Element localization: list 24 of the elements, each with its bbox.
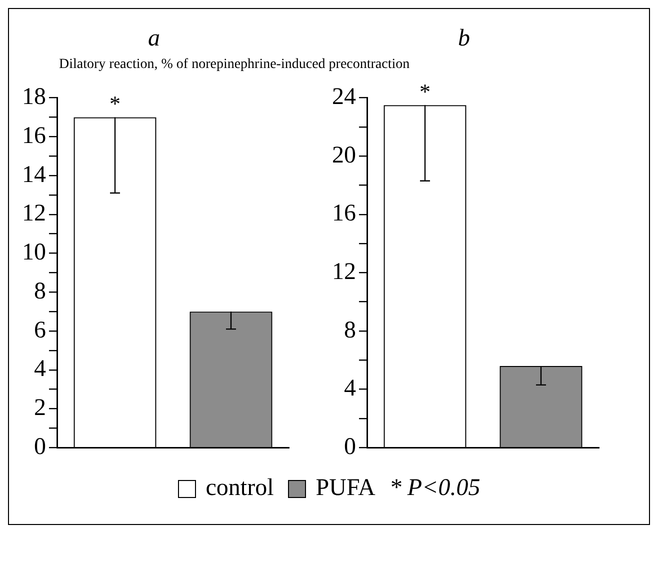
chart-title: b bbox=[458, 26, 470, 52]
y-tick-label: 4 bbox=[344, 376, 356, 402]
y-tick-label: 16 bbox=[332, 200, 356, 227]
y-tick-label: 2 bbox=[34, 395, 46, 422]
y-tick-label: 18 bbox=[22, 84, 46, 110]
y-tick-label: 24 bbox=[332, 84, 356, 110]
y-tick-label: 8 bbox=[344, 317, 356, 344]
legend-label: PUFA bbox=[316, 475, 376, 502]
chart-title: a bbox=[148, 26, 160, 52]
y-tick-label: 0 bbox=[344, 434, 356, 460]
text: control bbox=[206, 475, 274, 502]
y-tick-label: 4 bbox=[34, 356, 46, 382]
y-tick-label: 16 bbox=[22, 122, 46, 149]
y-tick-label: 12 bbox=[332, 258, 356, 285]
annotation: * bbox=[420, 78, 430, 104]
annotation: * bbox=[110, 91, 120, 116]
y-tick-label: 14 bbox=[22, 162, 46, 188]
text: * P<0.05 bbox=[389, 475, 480, 502]
y-tick-label: 6 bbox=[34, 317, 46, 344]
y-tick-label: 0 bbox=[34, 434, 46, 460]
y-tick-label: 8 bbox=[34, 278, 46, 304]
y-tick-label: 20 bbox=[332, 142, 356, 168]
y-tick-label: 12 bbox=[22, 200, 46, 227]
y-tick-label: 10 bbox=[22, 240, 46, 266]
